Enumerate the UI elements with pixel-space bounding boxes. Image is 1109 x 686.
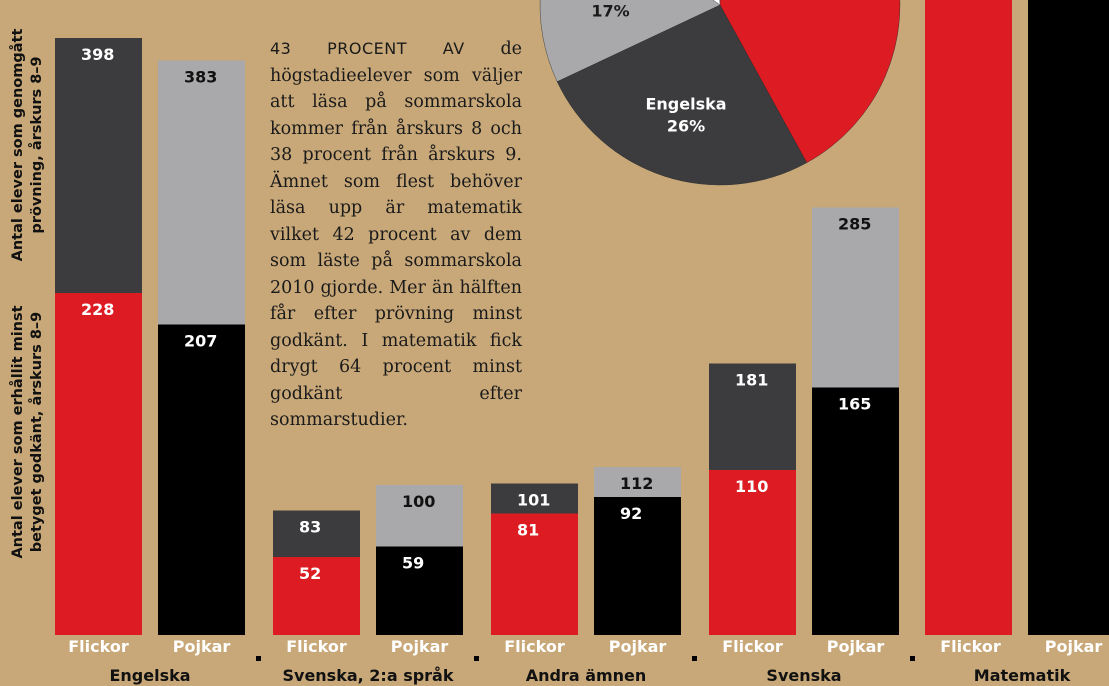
- value-label: 207: [184, 332, 217, 351]
- value-label: 52: [299, 564, 321, 583]
- slice-label: 26%: [667, 117, 705, 136]
- value-label: 398: [81, 45, 114, 64]
- passed-bar: [158, 324, 245, 635]
- y-axis-label: betyget godkänt, årskurs 8–9: [28, 312, 45, 553]
- value-label: 228: [81, 300, 114, 319]
- category-label: Svenska, 2:a språk: [282, 666, 453, 685]
- y-axis-label: Antal elever som genomgått: [9, 29, 26, 262]
- y-axis-label: prövning, årskurs 8–9: [28, 56, 45, 233]
- slice-label: 17%: [591, 2, 629, 21]
- value-label: 100: [402, 492, 435, 511]
- value-label: 83: [299, 518, 321, 537]
- pie-slice: [539, 0, 721, 82]
- passed-bar: [273, 557, 360, 635]
- series-label: Pojkar: [391, 637, 449, 656]
- separator: [256, 656, 261, 661]
- series-label: Flickor: [504, 637, 565, 656]
- y-axis-label: Antal elever som erhållit minst: [9, 305, 26, 558]
- passed-bar: [709, 470, 796, 635]
- series-label: Pojkar: [1045, 637, 1103, 656]
- category-label: Engelska: [109, 666, 190, 685]
- series-label: Flickor: [722, 637, 783, 656]
- matematik-flickor-bar: [925, 0, 1012, 635]
- series-label: Pojkar: [173, 637, 231, 656]
- series-label: Flickor: [286, 637, 347, 656]
- text: de högstadieelever som väljer att läsa p…: [270, 39, 522, 430]
- slice-name: Engelska: [645, 95, 726, 114]
- passed-bar: [376, 546, 463, 635]
- value-label: 383: [184, 68, 217, 87]
- passed-bar: [55, 293, 142, 635]
- series-label: Flickor: [940, 637, 1001, 656]
- series-label: Pojkar: [827, 637, 885, 656]
- value-label: 101: [517, 491, 550, 510]
- pie-slice: [719, 0, 901, 164]
- series-label: Pojkar: [609, 637, 667, 656]
- matematik-pojkar-bar: [1028, 0, 1109, 635]
- value-label: 110: [735, 477, 768, 496]
- passed-bar: [491, 513, 578, 635]
- value-label: 285: [838, 215, 871, 234]
- pie-slice: [556, 4, 807, 186]
- passed-bar: [812, 387, 899, 635]
- series-label: Flickor: [68, 637, 129, 656]
- value-label: 59: [402, 554, 424, 573]
- body-text: 43 PROCENT AV de högstadieelever som väl…: [270, 36, 522, 434]
- passed-bar: [594, 497, 681, 635]
- value-label: 181: [735, 371, 768, 390]
- separator: [692, 656, 697, 661]
- separator: [474, 656, 479, 661]
- value-label: 81: [517, 521, 539, 540]
- category-label: Matematik: [974, 666, 1071, 685]
- category-label: Andra ämnen: [526, 666, 647, 685]
- value-label: 165: [838, 395, 871, 414]
- lead: 43 PROCENT AV: [270, 39, 465, 58]
- category-label: Svenska: [766, 666, 841, 685]
- separator: [910, 656, 915, 661]
- value-label: 92: [620, 504, 642, 523]
- value-label: 112: [620, 474, 653, 493]
